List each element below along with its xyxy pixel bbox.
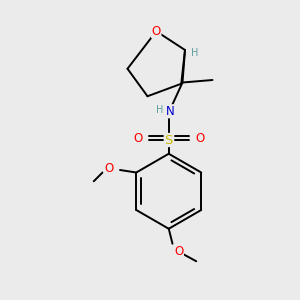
Text: O: O [174, 245, 183, 258]
Text: S: S [165, 134, 173, 146]
Text: N: N [166, 105, 174, 118]
Text: H: H [156, 105, 164, 115]
Text: O: O [104, 162, 113, 175]
Text: H: H [191, 47, 199, 58]
Text: O: O [152, 25, 161, 38]
Text: O: O [133, 132, 142, 145]
Text: O: O [195, 132, 205, 145]
